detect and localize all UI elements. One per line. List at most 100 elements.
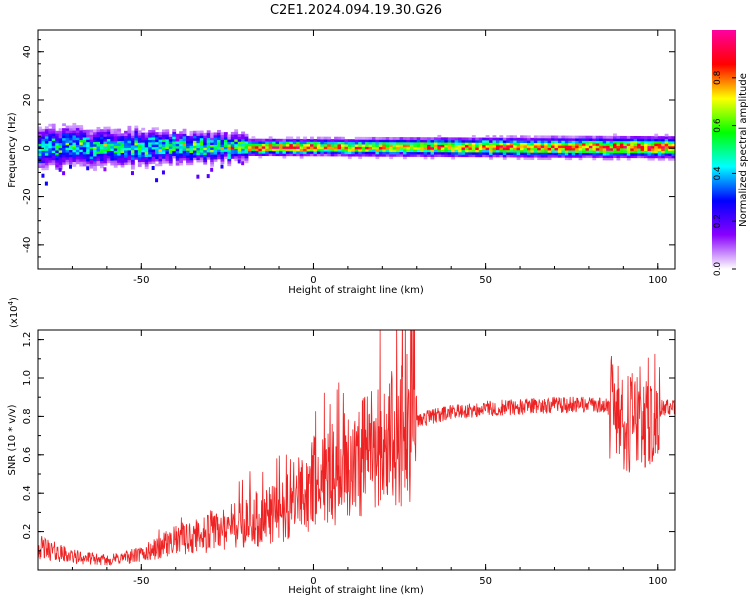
spectrogram-cell xyxy=(296,143,301,147)
spectrogram-cell xyxy=(165,148,170,152)
spectrogram-cell xyxy=(223,146,228,150)
spectrogram-cell xyxy=(158,156,163,159)
spectrogram-cell xyxy=(130,152,135,156)
spectrogram-cell xyxy=(168,134,173,137)
spectrogram-cell xyxy=(86,163,91,167)
spectrogram-cell xyxy=(161,129,166,133)
spectrogram-cell xyxy=(58,142,63,146)
spectrogram-cell xyxy=(151,134,156,138)
spectrogram-cell xyxy=(664,153,669,156)
spectrogram-cell xyxy=(137,132,142,136)
spectrogram-cell xyxy=(354,141,359,145)
spectrogram-cell xyxy=(544,152,548,156)
spectrogram-cell xyxy=(430,137,435,141)
spectrogram-cell xyxy=(144,144,149,148)
x-tick-label: 0 xyxy=(310,275,316,286)
spectrogram-cell xyxy=(189,138,194,141)
spectrogram-cell xyxy=(279,143,283,147)
spectrogram-cell xyxy=(461,137,466,141)
x-tick-label: -50 xyxy=(133,576,149,587)
spectrogram-cell xyxy=(668,141,672,144)
spectrogram-cell xyxy=(72,125,77,129)
spectrogram-cell xyxy=(613,135,617,139)
spectrogram-cell xyxy=(409,144,414,148)
spectrogram-cell xyxy=(210,159,214,162)
spectrogram-cell xyxy=(41,160,46,164)
spectrogram-cell xyxy=(196,140,201,144)
spectrogram-cell xyxy=(451,142,456,146)
spectrogram-cell xyxy=(447,142,452,145)
spectrogram-cell xyxy=(89,156,94,159)
spectrogram-cell xyxy=(578,154,583,158)
spectrogram-cell xyxy=(217,146,221,150)
spectrogram-cell xyxy=(506,137,511,141)
spectrogram-cell xyxy=(158,136,163,140)
spectrogram-cell xyxy=(513,154,518,158)
spectrogram-cell xyxy=(616,135,621,139)
spectrogram-cell xyxy=(68,130,73,134)
spectrogram-cell xyxy=(137,135,142,138)
spectrogram-cell xyxy=(489,147,493,151)
spectrogram-cell xyxy=(86,141,91,145)
spectrogram-cell xyxy=(354,151,359,155)
spectrogram-cell xyxy=(79,142,84,145)
snr-y-multiplier: (x104) xyxy=(7,297,20,328)
spectrogram-cell xyxy=(495,137,500,141)
spectrogram-cell xyxy=(175,136,180,140)
spectrogram-cell xyxy=(602,145,607,149)
spectrogram-cell xyxy=(402,154,407,157)
spectrogram-cell xyxy=(423,156,428,160)
spectrogram-cell xyxy=(220,132,225,136)
spectrogram-cell xyxy=(430,149,435,153)
spectrogram-cell xyxy=(179,157,184,161)
spectrogram-cell xyxy=(440,139,445,143)
spectrogram-cell xyxy=(444,139,449,143)
spectrogram-cell xyxy=(523,137,528,141)
spectrogram-cell xyxy=(358,136,363,140)
spectrogram-cell xyxy=(464,137,469,141)
spectrogram-cell xyxy=(196,145,201,148)
spectrogram-cell xyxy=(654,133,659,137)
spectrogram-cell xyxy=(471,142,476,146)
spectrogram-cell xyxy=(141,151,146,155)
spectrogram-cell xyxy=(427,149,431,153)
spectrogram-cell xyxy=(365,146,369,150)
spectrogram-cell xyxy=(606,135,610,139)
spectrogram-cell xyxy=(526,145,531,148)
spectrogram-cell xyxy=(633,155,638,159)
spectrogram-cell xyxy=(227,139,232,143)
spectrogram-cell xyxy=(99,138,104,142)
spectrogram-cell xyxy=(89,151,94,155)
spectrogram-cell xyxy=(93,143,97,147)
spectrogram-cell xyxy=(79,158,84,162)
spectrogram-cell xyxy=(161,141,166,145)
spectrogram-cell xyxy=(106,150,111,154)
spectrogram-cell xyxy=(182,157,187,161)
spectrogram-cell xyxy=(399,146,404,150)
spectrogram-cell xyxy=(382,149,387,152)
spectrogram-cell xyxy=(82,141,87,145)
spectrogram-cell xyxy=(402,156,407,160)
spectrogram-cell xyxy=(516,147,521,151)
spectrogram-cell xyxy=(392,146,397,150)
spectrogram-cell xyxy=(93,148,97,152)
spectrogram-cell xyxy=(168,148,173,152)
spectrogram-cell xyxy=(206,139,211,143)
spectrogram-cell xyxy=(261,138,266,142)
spectrogram-cell xyxy=(248,153,252,156)
spectrogram-cell xyxy=(650,152,655,156)
spectrogram-cell xyxy=(93,141,97,145)
spectrogram-cell xyxy=(489,144,493,148)
spectrogram-cell xyxy=(227,156,232,159)
spectrogram-cell xyxy=(130,140,135,144)
spectrogram-cell xyxy=(637,140,641,144)
spectrogram-cell xyxy=(117,152,122,156)
spectrogram-cell xyxy=(554,147,559,151)
spectrogram-cell xyxy=(272,153,276,157)
spectrogram-cell xyxy=(179,136,184,139)
spectrogram-cell xyxy=(406,149,411,153)
spectrogram-cell xyxy=(206,144,211,148)
spectrogram-cell xyxy=(292,138,297,142)
spectrogram-cell xyxy=(48,147,53,151)
spectrogram-cell xyxy=(554,137,559,141)
